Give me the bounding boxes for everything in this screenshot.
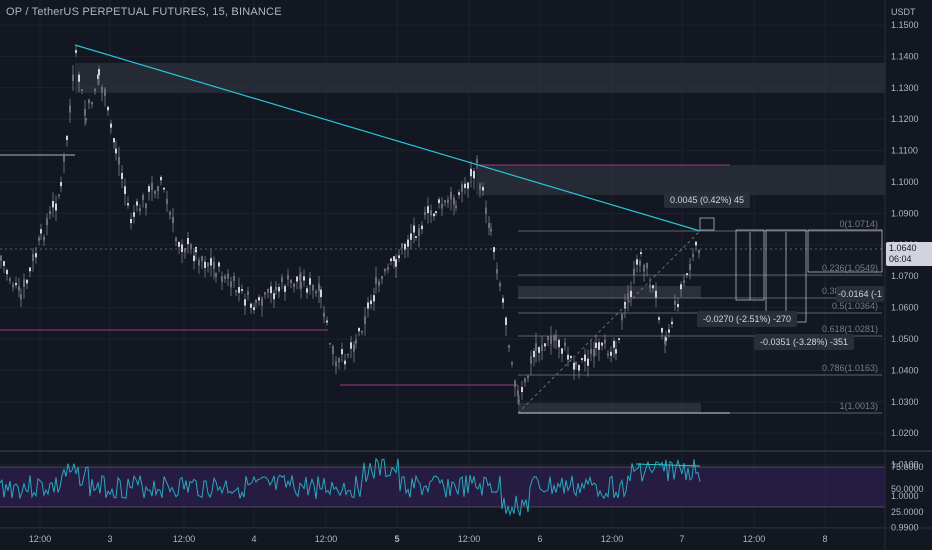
resistance-zone-2 bbox=[476, 165, 885, 195]
currency-label: USDT bbox=[891, 7, 916, 17]
price-tick-label: 1.1000 bbox=[891, 177, 919, 187]
time-axis[interactable]: 12:00 3 12:00 4 12:00 5 12:00 6 12:00 7 12:00 8 bbox=[29, 534, 828, 544]
time-tick-label: 3 bbox=[107, 534, 112, 544]
price-axis[interactable]: 1.1500 1.1400 1.1300 1.1200 1.1100 1.1000 1.09… bbox=[891, 20, 919, 532]
price-tick-label: 1.0400 bbox=[891, 365, 919, 375]
rsi-line bbox=[0, 457, 701, 517]
time-tick-label: 5 bbox=[394, 534, 399, 544]
time-tick-label: 6 bbox=[537, 534, 542, 544]
time-tick-label: 12:00 bbox=[458, 534, 481, 544]
countdown: 06:04 bbox=[889, 254, 912, 264]
rsi-divergence bbox=[635, 463, 701, 467]
bottom-zone bbox=[518, 403, 701, 413]
support-resistance-zones bbox=[0, 63, 885, 414]
candles bbox=[0, 45, 700, 405]
fib-level-label: 0(1.0714) bbox=[839, 219, 878, 229]
price-tick-label: 1.0500 bbox=[891, 334, 919, 344]
grid bbox=[0, 0, 885, 528]
price-tick-label: 1.1100 bbox=[891, 146, 918, 156]
fib-level-label: 0.618(1.0281) bbox=[822, 324, 878, 334]
fib-zone bbox=[518, 286, 701, 298]
price-tick-label: 1.1400 bbox=[891, 51, 919, 61]
fib-level-label: 0.236(1.0549) bbox=[822, 263, 878, 273]
current-price-tag: 1.0640 06:04 bbox=[886, 242, 932, 266]
fib-level-label: 1(1.0013) bbox=[839, 401, 878, 411]
price-tick-label: 1.0300 bbox=[891, 397, 919, 407]
price-tick-label: 1.1200 bbox=[891, 114, 919, 124]
time-tick-label: 7 bbox=[679, 534, 684, 544]
time-tick-label: 12:00 bbox=[29, 534, 52, 544]
time-tick-label: 12:00 bbox=[601, 534, 624, 544]
current-price: 1.0640 bbox=[889, 243, 917, 253]
price-tick-label: 1.1500 bbox=[891, 20, 919, 30]
measure-down2-label: -0.0351 (-3.28%) -351 bbox=[754, 334, 855, 350]
rsi-tick-label: 25.0000 bbox=[891, 507, 924, 517]
price-tick-label: 1.0700 bbox=[891, 271, 919, 281]
rsi-band bbox=[0, 467, 885, 507]
trendline[interactable] bbox=[74, 44, 701, 232]
measure-down1-label: -0.0270 (-2.51%) -270 bbox=[697, 311, 798, 327]
time-tick-label: 12:00 bbox=[173, 534, 196, 544]
price-tick-label: 1.0100 bbox=[891, 460, 919, 470]
time-tick-label: 12:00 bbox=[743, 534, 766, 544]
symbol-title: OP / TetherUS PERPETUAL FUTURES, 15, BIN… bbox=[6, 6, 282, 18]
measure-down3-label: -0.0164 (-1 bbox=[836, 286, 885, 302]
price-tick-label: 0.9900 bbox=[891, 522, 919, 532]
fib-level-label: 0.786(1.0163) bbox=[822, 363, 878, 373]
rsi-tick-label: 75.0000 bbox=[891, 462, 924, 472]
rsi-axis: 75.0000 50.0000 25.0000 bbox=[891, 462, 924, 517]
price-tick-label: 1.0600 bbox=[891, 303, 919, 313]
time-tick-label: 4 bbox=[251, 534, 256, 544]
fib-diagonal bbox=[517, 230, 701, 414]
price-tick-label: 1.1300 bbox=[891, 83, 919, 93]
price-tick-label: 1.0900 bbox=[891, 208, 919, 218]
price-tick-label: 1.0200 bbox=[891, 428, 919, 438]
fib-level-label: 0.5(1.0364) bbox=[832, 301, 878, 311]
time-tick-label: 8 bbox=[822, 534, 827, 544]
price-tick-label: 1.0000 bbox=[891, 491, 919, 501]
rsi-tick-label: 50.0000 bbox=[891, 484, 924, 494]
time-tick-label: 12:00 bbox=[315, 534, 338, 544]
resistance-zone bbox=[75, 63, 885, 93]
measure-up-label: 0.0045 (0.42%) 45 bbox=[664, 192, 751, 208]
